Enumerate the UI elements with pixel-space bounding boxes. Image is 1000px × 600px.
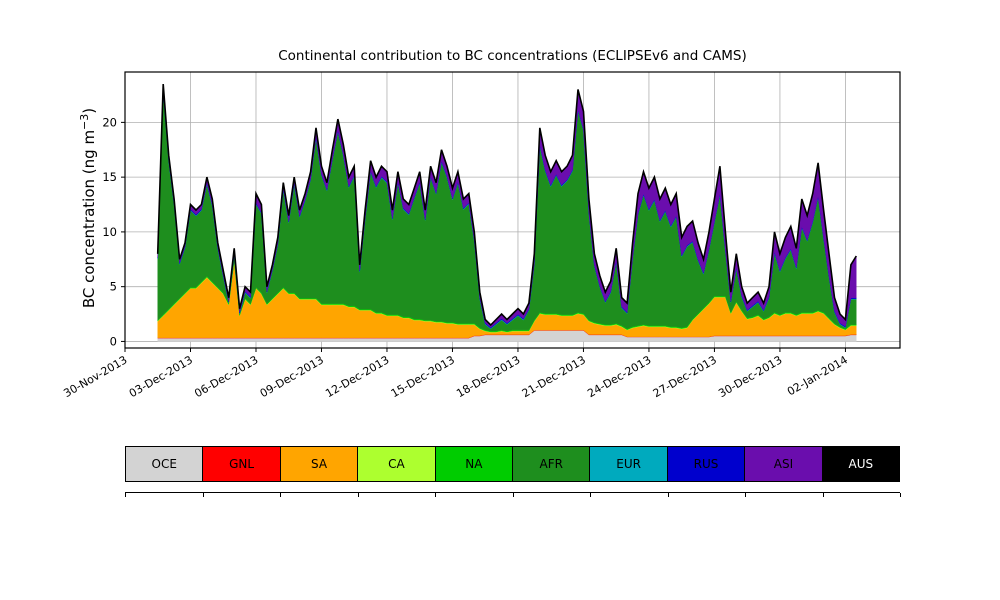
plot-frame bbox=[124, 71, 901, 349]
legend-item-NA: NA bbox=[435, 447, 514, 481]
legend-item-RUS: RUS bbox=[667, 447, 746, 481]
legend-axis-tick bbox=[512, 493, 514, 497]
legend-axis-tick bbox=[125, 493, 126, 497]
x-tick-label: 21-Dec-2013 bbox=[520, 353, 588, 400]
y-tick-label: 15 bbox=[102, 170, 117, 184]
x-tick-label: 30-Nov-2013 bbox=[61, 353, 129, 400]
x-tick-label: 24-Dec-2013 bbox=[585, 353, 653, 400]
y-tick-label: 0 bbox=[110, 334, 117, 348]
chart-title: Continental contribution to BC concentra… bbox=[278, 48, 747, 64]
total-line bbox=[156, 83, 857, 327]
legend-item-EUR: EUR bbox=[590, 447, 668, 481]
x-tick-label: 27-Dec-2013 bbox=[651, 353, 719, 400]
y-tick-label: 20 bbox=[102, 115, 117, 129]
legend-axis-tick bbox=[667, 493, 669, 497]
legend-axis-tick bbox=[900, 493, 901, 497]
legend-item-OCE: OCE bbox=[126, 447, 204, 481]
legend: OCE GNL SA CA NA AFR EUR RUS ASI AUS bbox=[125, 446, 900, 482]
x-tick-label: 03-Dec-2013 bbox=[127, 353, 195, 400]
legend-item-ASI: ASI bbox=[745, 447, 823, 481]
legend-axis-tick bbox=[280, 493, 281, 497]
legend-axis-line bbox=[125, 492, 901, 499]
legend-axis-tick bbox=[590, 493, 591, 497]
legend-axis-tick bbox=[202, 493, 204, 497]
legend-axis-tick bbox=[357, 493, 359, 497]
x-tick-label: 09-Dec-2013 bbox=[258, 353, 326, 400]
x-tick-label: 02-Jan-2014 bbox=[785, 353, 850, 398]
legend-axis-tick bbox=[822, 493, 824, 497]
y-tick-label: 10 bbox=[102, 225, 117, 239]
x-tick-label: 18-Dec-2013 bbox=[454, 353, 522, 400]
legend-item-AFR: AFR bbox=[513, 447, 591, 481]
x-tick-label: 06-Dec-2013 bbox=[192, 353, 260, 400]
legend-axis-tick bbox=[435, 493, 436, 497]
x-tick-label: 30-Dec-2013 bbox=[716, 353, 784, 400]
x-tick-label: 12-Dec-2013 bbox=[323, 353, 391, 400]
legend-item-GNL: GNL bbox=[203, 447, 281, 481]
legend-item-AUS: AUS bbox=[822, 447, 900, 481]
legend-axis-tick bbox=[745, 493, 746, 497]
legend-item-CA: CA bbox=[358, 447, 436, 481]
legend-item-SA: SA bbox=[280, 447, 359, 481]
x-tick-label: 15-Dec-2013 bbox=[389, 353, 457, 400]
y-tick-label: 5 bbox=[110, 280, 117, 294]
